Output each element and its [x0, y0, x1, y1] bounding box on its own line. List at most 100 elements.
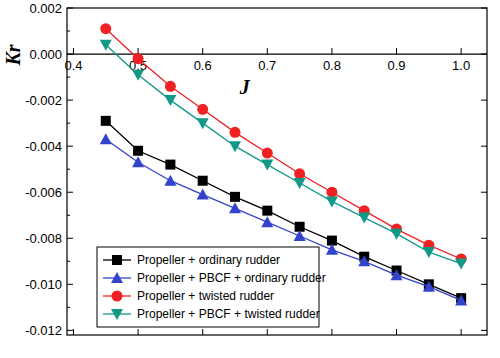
y-tick — [481, 192, 487, 193]
y-tick — [481, 238, 487, 239]
y-minor-tick — [67, 31, 70, 32]
point — [229, 141, 241, 152]
y-tick — [67, 238, 73, 239]
point — [100, 40, 112, 51]
y-tick-label: -0.006 — [25, 185, 62, 200]
legend: Propeller + ordinary rudder Propeller + P… — [97, 247, 326, 327]
point — [261, 160, 273, 171]
point — [294, 178, 306, 189]
point — [423, 281, 435, 292]
x-tick-label: 1.0 — [452, 58, 470, 73]
x-axis-line — [67, 53, 487, 54]
point — [326, 187, 337, 198]
point — [326, 244, 338, 255]
y-minor-tick — [67, 215, 70, 216]
point — [262, 206, 272, 216]
x-tick — [73, 329, 74, 335]
point — [133, 146, 143, 156]
y-tick-label: -0.004 — [25, 139, 62, 154]
point — [197, 104, 208, 115]
legend-label: Propeller + twisted rudder — [137, 289, 274, 303]
y-tick — [67, 100, 73, 101]
y-tick — [67, 146, 73, 147]
x-tick — [331, 329, 332, 335]
point — [358, 213, 370, 224]
point — [391, 229, 403, 240]
point — [164, 95, 176, 106]
x-tick-label: 0.8 — [323, 58, 341, 73]
point — [455, 294, 467, 305]
x-tick — [267, 48, 268, 54]
y-minor-tick — [67, 77, 70, 78]
point — [132, 156, 144, 167]
x-tick — [202, 48, 203, 54]
legend-marker — [111, 272, 123, 283]
y-tick — [67, 330, 73, 331]
x-tick-label: 0.9 — [387, 58, 405, 73]
plot-frame — [67, 8, 487, 335]
point — [326, 196, 338, 207]
y-tick — [481, 146, 487, 147]
y-tick-label: 0.000 — [29, 47, 62, 62]
x-tick-label: 0.4 — [64, 58, 82, 73]
y-tick — [481, 284, 487, 285]
x-tick — [138, 48, 139, 54]
series-line — [106, 45, 461, 264]
y-tick — [67, 192, 73, 193]
y-tick-label: -0.008 — [25, 231, 62, 246]
x-tick — [461, 329, 462, 335]
x-tick — [202, 329, 203, 335]
legend-marker — [111, 309, 123, 320]
x-tick — [267, 329, 268, 335]
point — [358, 255, 370, 266]
legend-label: Propeller + PBCF + ordinary rudder — [137, 271, 326, 285]
y-tick-label: 0.002 — [29, 1, 62, 16]
y-axis-label: Kr — [2, 44, 24, 66]
y-tick — [481, 8, 487, 9]
x-axis-label: J — [239, 76, 251, 98]
series-line — [106, 121, 461, 298]
point — [101, 116, 111, 126]
x-tick-label: 0.6 — [194, 58, 212, 73]
point — [262, 148, 273, 159]
y-tick-label: -0.010 — [25, 277, 62, 292]
point — [261, 216, 273, 227]
y-minor-tick — [67, 261, 70, 262]
point — [423, 247, 435, 258]
x-tick-label: 0.7 — [258, 58, 276, 73]
point — [197, 189, 209, 200]
point — [164, 175, 176, 186]
point — [100, 133, 112, 144]
x-tick — [396, 48, 397, 54]
legend-box — [97, 247, 319, 327]
y-tick — [481, 100, 487, 101]
point — [133, 53, 144, 64]
y-minor-tick — [67, 123, 70, 124]
y-tick — [67, 284, 73, 285]
x-tick — [461, 48, 462, 54]
point — [455, 259, 467, 270]
point — [230, 192, 240, 202]
point — [294, 168, 305, 179]
legend-label: Propeller + ordinary rudder — [137, 253, 280, 267]
x-tick — [331, 48, 332, 54]
point — [197, 118, 209, 129]
point — [165, 160, 175, 170]
y-minor-tick — [67, 169, 70, 170]
point — [229, 202, 241, 213]
point — [294, 230, 306, 241]
chart: -0.012-0.010-0.008-0.006-0.004-0.0020.00… — [0, 0, 500, 358]
point — [165, 81, 176, 92]
x-tick — [396, 329, 397, 335]
x-tick — [73, 48, 74, 54]
series-line — [106, 29, 461, 259]
legend-marker — [112, 291, 123, 302]
point — [132, 70, 144, 81]
y-tick — [67, 8, 73, 9]
y-tick-label: -0.002 — [25, 93, 62, 108]
point — [198, 176, 208, 186]
point — [391, 269, 403, 280]
legend-marker — [112, 255, 122, 265]
point — [100, 23, 111, 34]
y-tick — [481, 330, 487, 331]
